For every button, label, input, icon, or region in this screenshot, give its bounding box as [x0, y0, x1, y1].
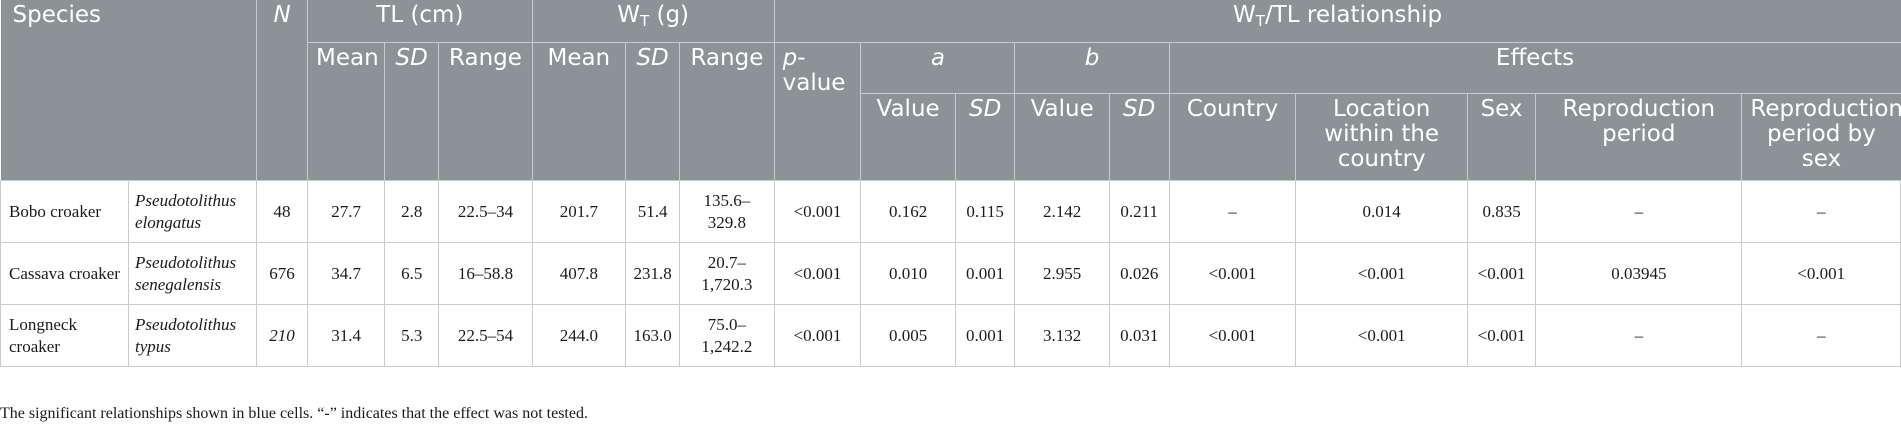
- cell-a-sd: 0.001: [954, 242, 1016, 305]
- cell-common-name: Longneck croaker: [0, 304, 130, 367]
- header-b-value: Value: [1014, 93, 1110, 181]
- cell-p-value: <0.001: [773, 304, 862, 367]
- header-wt-range: Range: [679, 42, 775, 181]
- header-tl: TL (cm): [307, 0, 533, 43]
- cell-location: 0.014: [1295, 180, 1468, 243]
- header-wt-sd: SD: [624, 42, 680, 181]
- cell-wt-mean: 407.8: [531, 242, 626, 305]
- cell-wt-range: 20.7–1,720.3: [679, 242, 775, 305]
- cell-tl-sd: 5.3: [384, 304, 440, 367]
- header-tl-range: Range: [438, 42, 533, 181]
- header-wt: WT (g): [531, 0, 775, 43]
- cell-n: 210: [256, 304, 309, 367]
- cell-wt-sd: 163.0: [624, 304, 681, 367]
- cell-repro: –: [1535, 180, 1743, 243]
- cell-repro: 0.03945: [1535, 242, 1743, 305]
- header-tl-sd: SD: [384, 42, 439, 181]
- cell-repro-sex: –: [1741, 304, 1901, 367]
- cell-a-sd: 0.001: [954, 304, 1016, 367]
- cell-b-value: 3.132: [1014, 304, 1110, 367]
- cell-a-sd: 0.115: [954, 180, 1016, 243]
- cell-country: <0.001: [1168, 242, 1297, 305]
- cell-wt-range: 75.0–1,242.2: [679, 304, 775, 367]
- cell-common-name: Cassava croaker: [0, 242, 130, 305]
- cell-wt-sd: 231.8: [624, 242, 681, 305]
- header-b: b: [1014, 42, 1170, 94]
- header-country: Country: [1168, 93, 1296, 181]
- table-row: Cassava croaker Pseudotolithus senegalen…: [0, 242, 1901, 305]
- header-b-sd: SD: [1108, 93, 1170, 181]
- header-repro-sex: Reproduction period by sex: [1741, 93, 1901, 181]
- cell-common-name: Bobo croaker: [0, 180, 130, 243]
- header-location: Location within the country: [1295, 93, 1468, 181]
- cell-sex: <0.001: [1466, 304, 1537, 367]
- cell-wt-sd: 51.4: [624, 180, 681, 243]
- cell-scientific-name: Pseudotolithus senegalensis: [128, 242, 258, 305]
- cell-b-value: 2.142: [1014, 180, 1110, 243]
- cell-b-sd: 0.211: [1108, 180, 1170, 243]
- cell-tl-range: 16–58.8: [438, 242, 533, 305]
- cell-sex: <0.001: [1466, 242, 1537, 305]
- cell-repro-sex: <0.001: [1741, 242, 1901, 305]
- header-tl-mean: Mean: [307, 42, 385, 181]
- cell-sex: 0.835: [1466, 180, 1537, 243]
- cell-repro-sex: –: [1741, 180, 1901, 243]
- cell-a-value: 0.162: [860, 180, 956, 243]
- cell-b-sd: 0.026: [1108, 242, 1170, 305]
- header-repro: Reproduction period: [1535, 93, 1742, 181]
- cell-a-value: 0.005: [860, 304, 956, 367]
- header-a-sd: SD: [954, 93, 1015, 181]
- cell-tl-sd: 6.5: [384, 242, 440, 305]
- header-p-value: p-value: [773, 42, 861, 181]
- header-effects: Effects: [1168, 42, 1901, 94]
- cell-n: 676: [256, 242, 309, 305]
- cell-tl-sd: 2.8: [384, 180, 440, 243]
- header-wt-mean: Mean: [531, 42, 626, 181]
- table-row: Longneck croaker Pseudotolithus typus 21…: [0, 304, 1901, 367]
- cell-wt-mean: 244.0: [531, 304, 626, 367]
- cell-tl-range: 22.5–54: [438, 304, 533, 367]
- header-a: a: [860, 42, 1015, 94]
- cell-a-value: 0.010: [860, 242, 956, 305]
- cell-tl-mean: 27.7: [307, 180, 386, 243]
- cell-repro: –: [1535, 304, 1743, 367]
- cell-n: 48: [256, 180, 309, 243]
- cell-b-value: 2.955: [1014, 242, 1110, 305]
- cell-p-value: <0.001: [773, 180, 862, 243]
- cell-location: <0.001: [1295, 304, 1468, 367]
- header-relationship: WT/TL relationship: [773, 0, 1901, 43]
- cell-tl-mean: 34.7: [307, 242, 386, 305]
- cell-scientific-name: Pseudotolithus typus: [128, 304, 258, 367]
- cell-country: –: [1168, 180, 1297, 243]
- cell-country: <0.001: [1168, 304, 1297, 367]
- header-a-value: Value: [860, 93, 956, 181]
- cell-location: <0.001: [1295, 242, 1468, 305]
- cell-wt-range: 135.6–329.8: [679, 180, 775, 243]
- cell-tl-mean: 31.4: [307, 304, 386, 367]
- cell-scientific-name: Pseudotolithus elongatus: [128, 180, 258, 243]
- wt-tl-table: Species N TL (cm) WT (g) WT/TL relations…: [0, 0, 1901, 367]
- header-n: N: [256, 0, 308, 181]
- cell-tl-range: 22.5–34: [438, 180, 533, 243]
- header-sex: Sex: [1466, 93, 1536, 181]
- cell-p-value: <0.001: [773, 242, 862, 305]
- header-species: Species: [0, 0, 257, 181]
- table-row: Bobo croaker Pseudotolithus elongatus 48…: [0, 180, 1901, 243]
- cell-b-sd: 0.031: [1108, 304, 1170, 367]
- table-footnote: The significant relationships shown in b…: [0, 405, 588, 422]
- cell-wt-mean: 201.7: [531, 180, 626, 243]
